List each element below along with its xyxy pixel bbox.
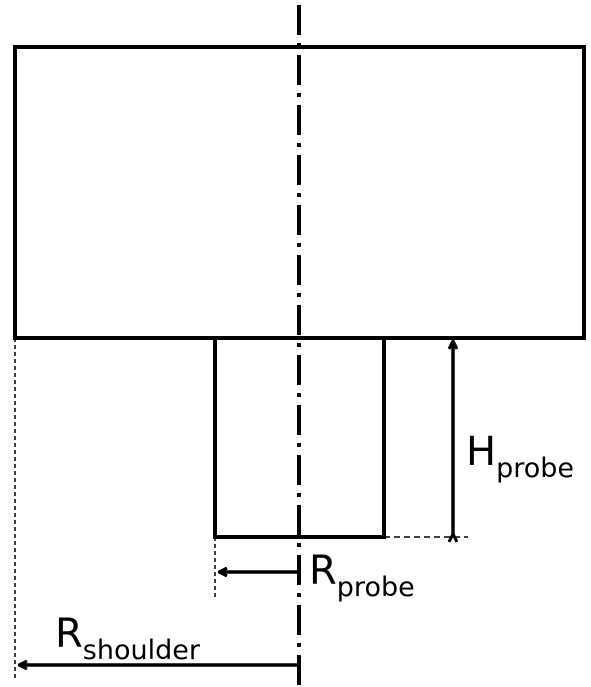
probe-rect [213,336,386,539]
r-shoulder-label: Rshoulder [55,611,200,664]
h-probe-label-main: H [466,429,497,475]
h-probe-label: Hprobe [466,429,574,482]
r-probe-label-sub: probe [336,572,415,603]
r-probe-label-main: R [309,548,337,594]
h-probe-label-sub: probe [496,453,574,484]
r-shoulder-label-main: R [55,611,83,657]
r-shoulder-label-sub: shoulder [82,635,200,666]
r-probe-label: Rprobe [309,548,415,601]
